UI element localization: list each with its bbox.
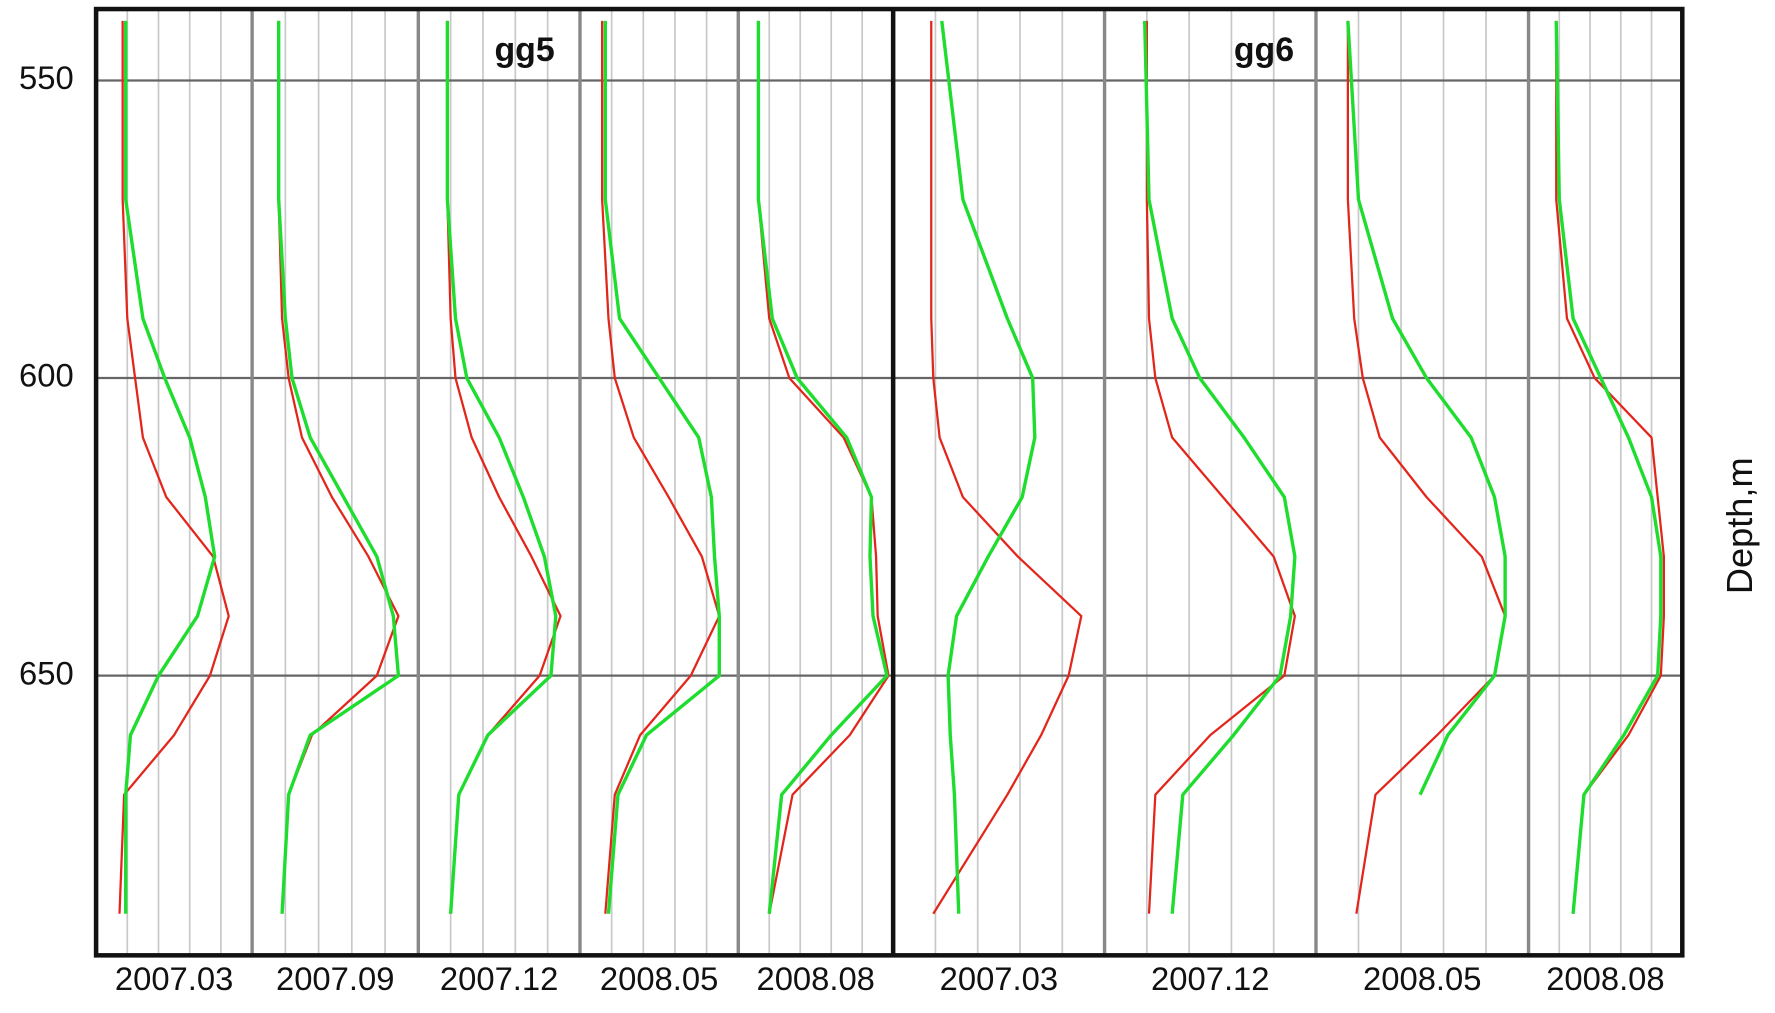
log-curve (277, 20, 400, 914)
log-curve (603, 20, 721, 914)
log-curve (118, 20, 230, 914)
log-curve (940, 20, 1037, 914)
y-tick-label: 600 (19, 357, 74, 394)
log-curve (445, 20, 558, 914)
x-tick-label: 2007.09 (276, 960, 394, 997)
log-curve (1145, 20, 1296, 914)
y-tick-label: 650 (19, 654, 74, 691)
log-curve (756, 20, 889, 914)
log-curve (1346, 20, 1507, 914)
log-curve (601, 20, 721, 914)
log-curve (930, 20, 1083, 915)
log-curve (757, 20, 890, 914)
x-tick-label: 2007.03 (940, 960, 1058, 997)
log-curve (276, 20, 401, 914)
x-tick-label: 2007.03 (115, 960, 233, 997)
x-tick-label: 2008.08 (1546, 960, 1664, 997)
x-tick-label: 2008.05 (600, 960, 718, 997)
log-curve (124, 20, 217, 914)
x-tick-label: 2007.12 (440, 960, 558, 997)
plot-frame (93, 6, 1685, 958)
x-tick-label: 2008.05 (1363, 960, 1481, 997)
log-curve (1554, 20, 1663, 914)
y-axis-label: Depth,m (1719, 457, 1760, 594)
y-tick-label: 550 (19, 59, 74, 96)
x-tick-label: 2007.12 (1151, 960, 1269, 997)
log-curve (1346, 20, 1507, 796)
log-curve (1143, 20, 1297, 914)
x-tick-label: 2008.08 (756, 960, 874, 997)
panel-title: gg6 (1234, 31, 1294, 69)
panel-title: gg5 (494, 31, 554, 69)
log-curve (1555, 20, 1666, 914)
